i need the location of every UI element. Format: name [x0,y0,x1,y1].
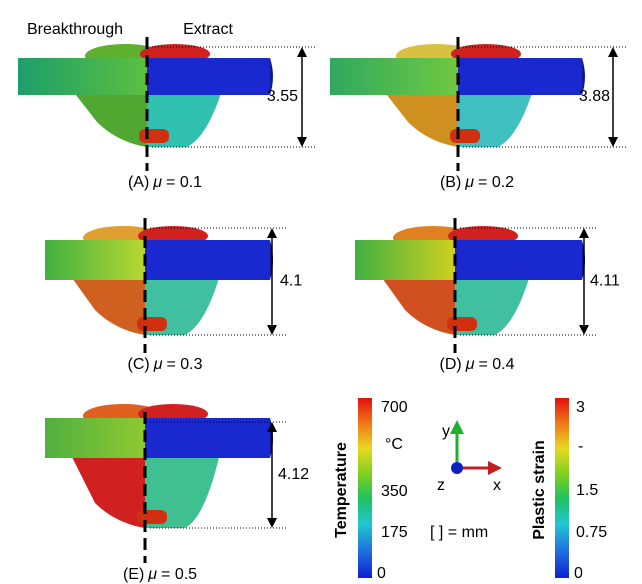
figure: Breakthrough Extract Temperature 700 °C … [0,0,642,584]
height-label: 4.11 [590,273,620,290]
height-label: 4.1 [280,273,302,290]
caption-value: = 0.4 [478,356,514,373]
disk-right [147,58,270,95]
particles-bottom [70,275,145,335]
temperature-tick: 0 [377,565,386,582]
disk-left [330,58,458,95]
particles-tip [139,129,169,143]
temperature-tick: 700 [381,399,408,416]
caption-symbol: μ [152,174,162,191]
panel-caption: (A)μ= 0.1 [128,174,202,191]
simulation-panel [355,218,598,353]
particles-tip [450,129,480,143]
disk-left [45,240,145,280]
height-label: 3.55 [267,88,298,105]
left-label: Breakthrough [27,21,123,38]
temperature-tick: 175 [381,524,408,541]
strain-tick: - [578,438,583,455]
caption-label: (B) [440,174,461,191]
disk-right [458,58,582,95]
right-label: Extract [183,21,233,38]
simulation-panel [45,404,286,563]
arrow-head [267,518,277,528]
caption-value: = 0.5 [161,566,197,583]
temperature-unit: °C [385,436,403,453]
strain-colorbar [555,398,569,578]
disk-left [18,58,147,95]
caption-symbol: μ [465,356,475,373]
strain-tick: 0 [574,565,583,582]
caption-label: (C) [127,356,149,373]
panel-caption: (B)μ= 0.2 [440,174,514,191]
axis-y-label: y [442,423,450,440]
strain-tick: 1.5 [576,482,598,499]
disk-left [45,418,145,458]
arrow-head [608,137,618,147]
particles-tip [447,317,477,331]
axis-x-label: x [493,477,501,494]
caption-label: (A) [128,174,149,191]
panel-caption: (D)μ= 0.4 [439,356,514,373]
caption-label: (E) [123,566,144,583]
caption-value: = 0.1 [166,174,202,191]
arrow-head [267,325,277,335]
particles-tip [137,510,167,524]
particles-tip [137,317,167,331]
caption-symbol: μ [147,566,157,583]
caption-value: = 0.2 [478,174,514,191]
arrow-head [579,228,589,238]
caption-value: = 0.3 [166,356,202,373]
arrow-head [608,47,618,57]
disk-right [455,240,582,280]
particles-bottom [383,90,458,147]
disk-right [145,418,270,458]
temperature-colorbar [358,398,372,578]
unit-note: [ ] = mm [430,524,488,541]
axes-icon [450,420,502,475]
temperature-title: Temperature [333,442,350,538]
disk-left [355,240,455,280]
height-label: 3.88 [579,88,610,105]
panel-caption: (E)μ= 0.5 [123,566,197,583]
panel-caption: (C)μ= 0.3 [127,356,202,373]
simulation-panel [45,218,286,353]
axis-z-label: z [437,477,445,494]
particles-bottom [70,453,145,528]
caption-symbol: μ [153,356,163,373]
strain-tick: 0.75 [576,524,607,541]
strain-title: Plastic strain [531,440,548,540]
height-label: 4.12 [278,466,309,483]
arrow-head [297,137,307,147]
arrow-head [579,325,589,335]
caption-symbol: μ [464,174,474,191]
temperature-tick: 350 [381,483,408,500]
particles-bottom [380,275,455,335]
particles-bottom [72,90,147,147]
disk-right [145,240,270,280]
strain-tick: 3 [576,399,585,416]
caption-label: (D) [439,356,461,373]
arrow-head [297,47,307,57]
arrow-head [267,228,277,238]
